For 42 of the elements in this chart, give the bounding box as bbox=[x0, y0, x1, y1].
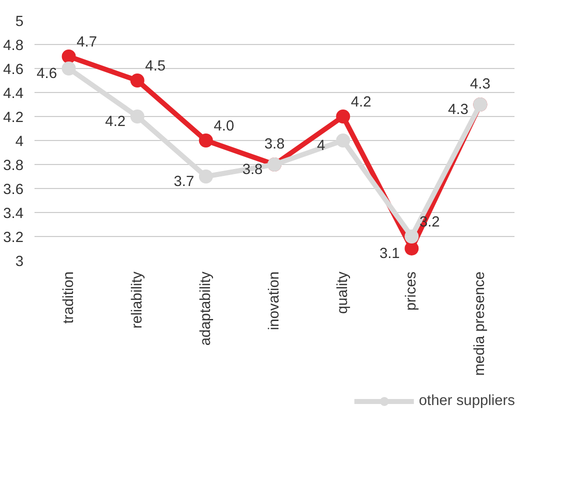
point bbox=[62, 50, 76, 64]
legend-label: other suppliers bbox=[418, 392, 515, 408]
point bbox=[62, 62, 76, 76]
data-label: 4.2 bbox=[105, 114, 126, 130]
y-tick-label: 3 bbox=[15, 254, 24, 270]
x-tick-label: reliability bbox=[129, 270, 146, 329]
data-label: 4.7 bbox=[76, 34, 97, 50]
data-label: 4.3 bbox=[448, 102, 468, 118]
data-label: 3.7 bbox=[174, 174, 194, 190]
data-label: 4.2 bbox=[350, 94, 372, 110]
point bbox=[336, 134, 350, 148]
data-label: 3.8 bbox=[264, 136, 285, 152]
data-label: 4.3 bbox=[470, 76, 490, 92]
x-tick-label: media presence bbox=[472, 271, 488, 376]
y-tick-label: 4 bbox=[15, 134, 24, 150]
data-label: 4 bbox=[316, 138, 326, 154]
point bbox=[404, 230, 419, 244]
y-tick-label: 4.6 bbox=[3, 62, 24, 78]
data-label: 3.8 bbox=[242, 162, 263, 178]
data-label: 3.1 bbox=[379, 246, 400, 262]
y-tick-label: 3.8 bbox=[3, 158, 24, 174]
y-tick-label: 4.8 bbox=[3, 38, 24, 54]
y-tick-label: 4.4 bbox=[3, 86, 24, 102]
point bbox=[130, 110, 144, 124]
y-tick-label: 5 bbox=[15, 14, 24, 30]
x-tick-label: tradition bbox=[60, 271, 77, 324]
point bbox=[336, 110, 350, 124]
y-tick-label: 4.2 bbox=[3, 110, 24, 126]
x-tick-label: quality bbox=[335, 270, 352, 314]
data-label: 4.6 bbox=[36, 66, 57, 82]
point bbox=[130, 74, 144, 88]
x-tick-label: adaptability bbox=[198, 270, 214, 346]
data-label: 4.0 bbox=[214, 118, 234, 134]
point bbox=[404, 242, 419, 256]
y-tick-label: 3.2 bbox=[3, 230, 24, 246]
y-tick-label: 3.6 bbox=[3, 182, 24, 198]
point bbox=[198, 134, 213, 148]
x-tick-label: inovation bbox=[266, 271, 282, 330]
x-tick-label: prices bbox=[404, 271, 420, 311]
data-label: 4.5 bbox=[145, 58, 166, 74]
y-tick-label: 3.4 bbox=[3, 206, 24, 222]
point bbox=[198, 170, 213, 184]
